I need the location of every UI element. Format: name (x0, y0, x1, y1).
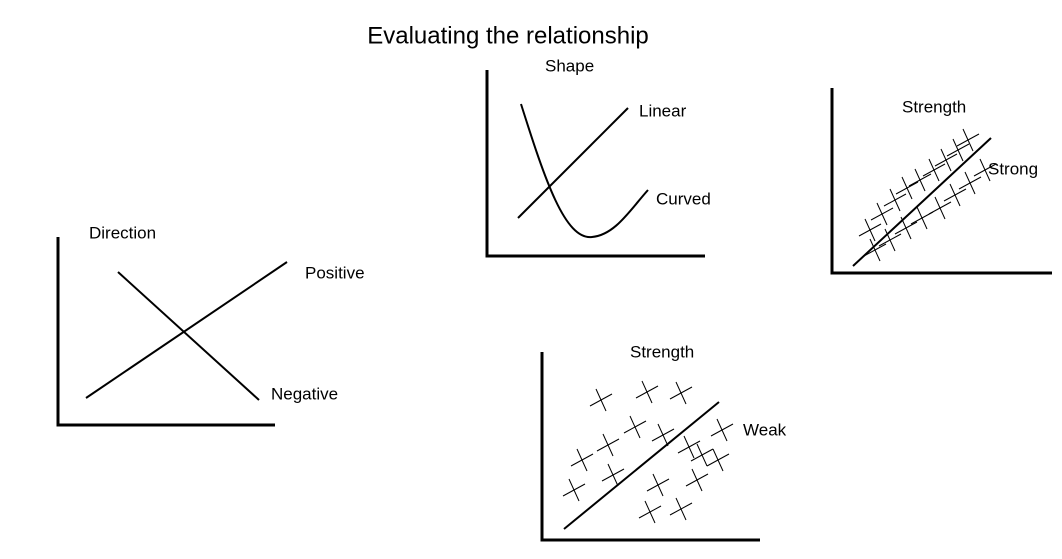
direction-panel: Direction Positive Negative (56, 223, 365, 427)
axes (485, 70, 705, 258)
label: Weak (743, 420, 787, 439)
label: Linear (639, 101, 687, 120)
linear-line (517, 107, 629, 219)
shape-panel: Shape Linear Curved (485, 56, 711, 258)
negative-line (117, 271, 260, 401)
axes (830, 88, 1052, 275)
fit-line (852, 137, 992, 267)
axes (56, 237, 275, 427)
points (562, 380, 734, 524)
weak-panel: Strength Weak (540, 342, 787, 542)
panel-title: Strength (902, 97, 966, 116)
label: Negative (271, 384, 338, 403)
fit-line (563, 401, 720, 530)
label: Strong (988, 159, 1038, 178)
positive-line (85, 261, 288, 399)
axes (540, 352, 760, 542)
curved-line (520, 103, 649, 239)
label: Positive (305, 263, 365, 282)
strong-panel: Strength Strong (830, 88, 1052, 275)
panel-title: Direction (89, 223, 156, 242)
panel-title: Strength (630, 342, 694, 361)
panel-title: Shape (545, 56, 594, 75)
label: Curved (656, 189, 711, 208)
title: Evaluating the relationship (367, 22, 649, 49)
